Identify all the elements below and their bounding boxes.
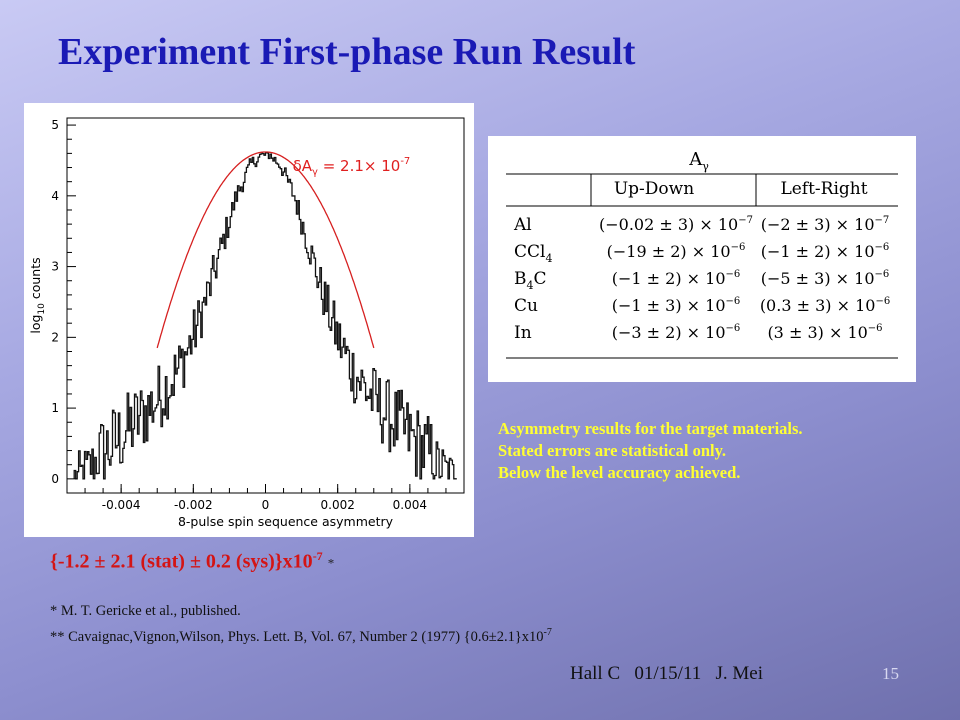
row-left-right-value: (−1 ± 2) × 10−6 [761,242,890,261]
result-exponent: -7 [312,549,323,563]
target-name: CCl [514,242,545,262]
reference-line: * M. T. Gericke et al., published. [50,603,241,619]
annotation-prefix: δA [293,157,313,175]
ud-exp: −6 [726,323,741,334]
column-header-up-down: Up-Down [614,179,694,199]
y-tick-label: 1 [51,401,59,415]
ud-exp: −7 [738,215,753,226]
table-title: Aγ [688,149,709,173]
target-sub: 4 [545,252,552,265]
y-label-rest: counts [28,257,43,303]
measured-histogram [73,151,457,480]
result-footnote-mark: * [327,555,335,571]
delta-a-annotation: δAγ = 2.1× 10-7 [293,156,411,178]
row-target: CCl4 [514,242,552,265]
ud-exp: −6 [726,296,741,307]
slide-title: Experiment First-phase Run Result [58,31,636,73]
column-header-left-right: Left-Right [780,179,867,199]
ud-exp: −6 [726,269,741,280]
table-row: CCl4 (−19 ± 2) × 10−6 (−1 ± 2) × 10−6 [514,242,889,265]
reference-exponent: -7 [543,627,552,638]
caption-line: Asymmetry results for the target materia… [498,419,803,438]
table-row: Cu (−1 ± 3) × 10−6 (0.3 ± 3) × 10−6 [514,296,890,316]
lr-exp: −6 [875,269,890,280]
annotation-sub: γ [312,167,318,178]
x-tick-label: -0.004 [102,498,141,512]
result-text: {-1.2 ± 2.1 (stat) ± 0.2 (sys)}x10 [50,550,313,573]
x-tick-label: 0 [262,498,270,512]
reference-line: ** Cavaignac,Vignon,Wilson, Phys. Lett. … [50,622,552,648]
row-target: Cu [514,296,538,316]
target-name: Al [513,215,532,235]
row-up-down-value: (−1 ± 3) × 10−6 [612,296,741,315]
lr-base: (−5 ± 3) × 10 [761,269,875,288]
target-rest: C [534,269,547,289]
references: * M. T. Gericke et al., published. ** Ca… [50,600,552,648]
x-tick-label: 0.002 [321,498,355,512]
table-row: B4C (−1 ± 2) × 10−6 (−5 ± 3) × 10−6 [514,269,889,292]
y-tick-label: 4 [51,189,59,203]
ud-base: (−3 ± 2) × 10 [612,323,726,342]
caption-line: Stated errors are statistical only. [498,441,727,460]
page-number: 15 [882,664,899,683]
y-tick-label: 0 [51,472,59,486]
table-row: Al (−0.02 ± 3) × 10−7 (−2 ± 3) × 10−7 [513,215,889,235]
asymmetry-histogram-chart: 0 1 2 3 4 5 -0.004 -0.002 0 0.002 0.004 δAγ = 2.1×… [28,117,465,529]
table-title-base: A [688,149,703,170]
x-tick-label: -0.002 [174,498,213,512]
row-target: Al [513,215,532,235]
row-left-right-value: (0.3 ± 3) × 10−6 [760,296,890,315]
annotation-mid: = 2.1× 10 [318,157,400,175]
table-caption: Asymmetry results for the target materia… [498,418,948,484]
row-up-down-value: (−0.02 ± 3) × 10−7 [599,215,753,234]
row-left-right-value: (−5 ± 3) × 10−6 [761,269,890,288]
table-graphic: Aγ Up-Down Left-Right Al (−0.02 ± 3) × 1… [506,149,898,359]
ud-base: (−1 ± 3) × 10 [612,296,726,315]
lr-exp: −6 [875,242,890,253]
ud-base: (−19 ± 2) × 10 [607,242,731,261]
x-axis-label: 8-pulse spin sequence asymmetry [178,514,394,529]
slide-footer: Hall C 01/15/11 J. Mei [570,663,763,684]
row-up-down-value: (−3 ± 2) × 10−6 [612,323,741,342]
result-value: {-1.2 ± 2.1 (stat) ± 0.2 (sys)}x10-7 * [50,549,334,574]
table-title-sub: γ [702,160,709,173]
ud-exp: −6 [731,242,746,253]
row-up-down-value: (−1 ± 2) × 10−6 [612,269,741,288]
lr-base: (3 ± 3) × 10 [767,323,867,342]
lr-exp: −6 [868,323,883,334]
row-left-right-value: (3 ± 3) × 10−6 [767,323,882,342]
target-name: Cu [514,296,538,316]
lr-exp: −7 [875,215,890,226]
gaussian-fit-curve [156,151,375,349]
reference-text: ** Cavaignac,Vignon,Wilson, Phys. Lett. … [50,628,544,645]
y-label-base: log [28,315,43,334]
ud-base: (−0.02 ± 3) × 10 [599,215,738,234]
x-tick-label: 0.004 [393,498,427,512]
ud-base: (−1 ± 2) × 10 [612,269,726,288]
caption-line: Below the level accuracy achieved. [498,463,741,482]
annotation-sup: -7 [400,156,410,167]
y-label-sub: 10 [37,303,47,315]
target-name: In [514,323,532,343]
y-tick-label: 5 [51,118,59,132]
row-target: In [514,323,532,343]
row-up-down-value: (−19 ± 2) × 10−6 [607,242,746,261]
row-left-right-value: (−2 ± 3) × 10−7 [761,215,890,234]
row-target: B4C [514,269,547,292]
y-tick-label: 2 [51,330,59,344]
asymmetry-results-table: Aγ Up-Down Left-Right Al (−0.02 ± 3) × 1… [488,136,916,382]
target-name: B [514,269,527,289]
lr-base: (0.3 ± 3) × 10 [760,296,876,315]
table-row: In (−3 ± 2) × 10−6 (3 ± 3) × 10−6 [514,323,883,343]
y-tick-label: 3 [51,260,59,274]
target-sub: 4 [527,279,534,292]
lr-base: (−2 ± 3) × 10 [761,215,875,234]
lr-base: (−1 ± 2) × 10 [761,242,875,261]
lr-exp: −6 [875,296,890,307]
asymmetry-histogram-panel: 0 1 2 3 4 5 -0.004 -0.002 0 0.002 0.004 δAγ = 2.1×… [24,103,474,537]
y-axis-label: log10 counts [28,257,47,333]
plot-frame [66,117,465,494]
